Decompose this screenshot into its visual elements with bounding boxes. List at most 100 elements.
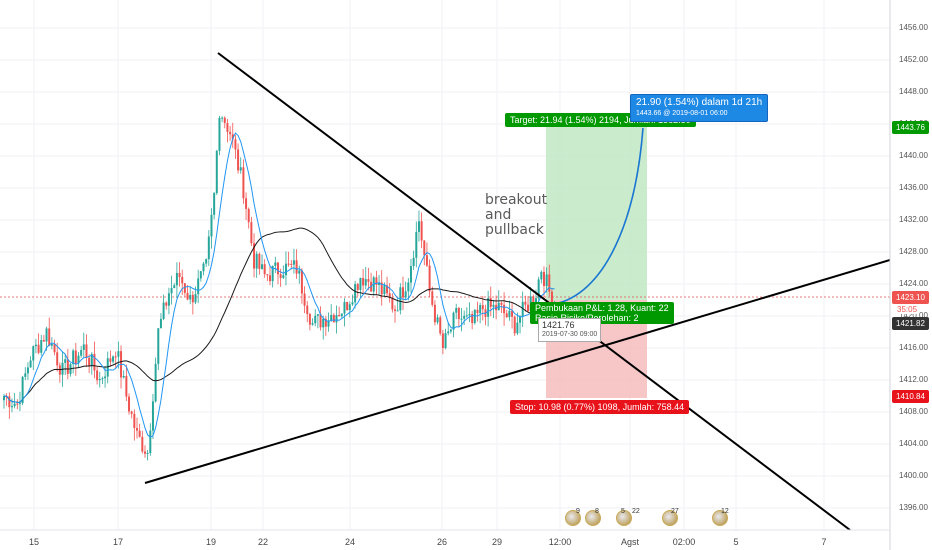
candle-body bbox=[42, 340, 45, 342]
candle-body bbox=[513, 316, 516, 334]
candle-body bbox=[468, 314, 471, 316]
candle-body bbox=[117, 351, 120, 357]
candle-body bbox=[114, 356, 117, 358]
candle-body bbox=[319, 314, 322, 328]
candle-body bbox=[143, 451, 146, 454]
x-tick-label: 5 bbox=[733, 537, 739, 547]
event-count: 5 bbox=[621, 508, 625, 515]
y-tick-label: 1416.00 bbox=[899, 343, 928, 352]
candle-body bbox=[500, 302, 503, 305]
candle-body bbox=[441, 333, 444, 349]
candle-body bbox=[72, 350, 75, 365]
candle-body bbox=[24, 373, 27, 377]
candle-body bbox=[194, 294, 197, 303]
candle-body bbox=[162, 302, 165, 319]
candle-body bbox=[258, 253, 261, 269]
candle-body bbox=[428, 265, 431, 292]
candle-body bbox=[343, 301, 346, 314]
candle-body bbox=[133, 413, 136, 429]
economic-event-icon[interactable] bbox=[565, 510, 581, 526]
economic-event-icon[interactable] bbox=[712, 510, 728, 526]
last-price-badge: 1423.10 bbox=[892, 291, 929, 304]
candle-body bbox=[388, 293, 391, 299]
y-tick-label: 1456.00 bbox=[899, 23, 928, 32]
x-tick-label: 22 bbox=[257, 537, 269, 547]
economic-event-icon[interactable] bbox=[585, 510, 601, 526]
candle-body bbox=[157, 328, 160, 364]
x-tick-label: 02:00 bbox=[672, 537, 696, 547]
candle-body bbox=[463, 315, 466, 319]
candle-body bbox=[359, 278, 362, 290]
candle-body bbox=[221, 117, 224, 119]
candle-body bbox=[266, 274, 269, 276]
candle-body bbox=[348, 304, 351, 311]
projection-subtitle: 1443.66 @ 2019-08-01 06:00 bbox=[636, 110, 728, 117]
candle-body bbox=[383, 285, 386, 295]
economic-event-icon[interactable] bbox=[662, 510, 678, 526]
candle-body bbox=[21, 376, 24, 404]
candle-body bbox=[417, 221, 420, 232]
candle-body bbox=[303, 293, 306, 306]
economic-event-icon[interactable] bbox=[616, 510, 632, 526]
x-tick-label: 17 bbox=[112, 537, 124, 547]
candle-body bbox=[516, 322, 519, 334]
candle-body bbox=[229, 131, 232, 135]
candle-body bbox=[537, 279, 540, 299]
annotation-line: pullback bbox=[485, 222, 544, 238]
candle-body bbox=[431, 291, 434, 305]
candle-body bbox=[32, 346, 35, 361]
stop-label[interactable]: Stop: 10.98 (0.77%) 1098, Jumlah: 758.44 bbox=[510, 400, 690, 414]
candle-body bbox=[16, 403, 19, 405]
y-tick-label: 1428.00 bbox=[899, 247, 928, 256]
candle-body bbox=[104, 376, 107, 379]
candle-body bbox=[415, 231, 418, 258]
x-tick-label: 29 bbox=[491, 537, 503, 547]
candle-body bbox=[402, 287, 404, 298]
candle-body bbox=[189, 294, 192, 300]
candle-body bbox=[420, 221, 423, 241]
candle-body bbox=[479, 305, 482, 314]
candle-body bbox=[351, 302, 354, 305]
candle-body bbox=[183, 283, 186, 293]
candle-body bbox=[112, 356, 115, 362]
candle-body bbox=[125, 376, 128, 397]
candle-body bbox=[199, 271, 202, 279]
candle-body bbox=[167, 293, 170, 306]
candle-body bbox=[231, 134, 234, 140]
candle-body bbox=[181, 277, 184, 284]
candle-body bbox=[362, 278, 365, 286]
candle-body bbox=[74, 350, 77, 364]
candle-body bbox=[173, 285, 176, 289]
projection-title: 21.90 (1.54%) dalam 1d 21h bbox=[636, 97, 763, 108]
candle-body bbox=[314, 315, 317, 324]
candle-body bbox=[218, 117, 221, 151]
candle-body bbox=[330, 314, 333, 321]
ascending-trendline[interactable] bbox=[144, 259, 891, 484]
candle-body bbox=[527, 304, 530, 312]
candle-body bbox=[279, 274, 282, 278]
projection-label[interactable]: 21.90 (1.54%) dalam 1d 21h 1443.66 @ 201… bbox=[630, 94, 769, 122]
candle-body bbox=[545, 274, 548, 286]
candle-body bbox=[159, 318, 162, 329]
candle-body bbox=[130, 411, 133, 414]
candle-body bbox=[492, 304, 495, 307]
candle-body bbox=[332, 314, 335, 323]
candle-body bbox=[455, 307, 458, 313]
candle-body bbox=[48, 328, 51, 346]
candle-body bbox=[292, 260, 295, 265]
breakout-annotation: breakout and pullback bbox=[485, 193, 547, 238]
stop-price-badge: 1410.84 bbox=[892, 390, 929, 403]
annotation-line: breakout bbox=[485, 192, 548, 208]
x-tick-label: 19 bbox=[205, 537, 217, 547]
candle-body bbox=[503, 304, 506, 314]
candle-body bbox=[151, 401, 154, 431]
candle-body bbox=[306, 305, 309, 315]
candle-body bbox=[396, 310, 399, 312]
candle-body bbox=[128, 396, 131, 412]
candle-body bbox=[372, 277, 375, 292]
target-zone bbox=[546, 126, 647, 300]
descending-trendline[interactable] bbox=[217, 52, 851, 531]
candle-body bbox=[449, 329, 452, 332]
candle-body bbox=[327, 320, 330, 327]
